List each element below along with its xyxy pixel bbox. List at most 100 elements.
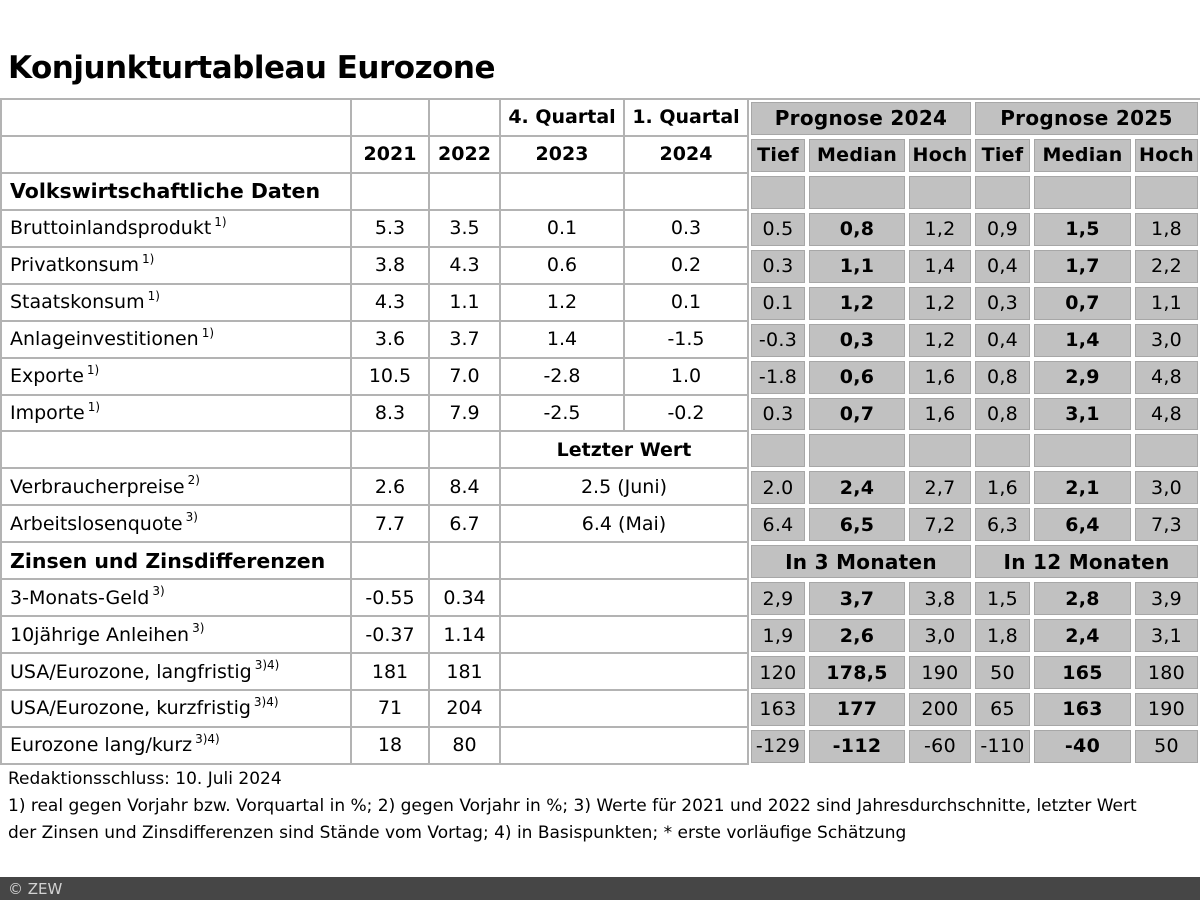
- corner-cell-2: [2, 136, 352, 174]
- cell-median-2024: 6,5: [809, 508, 905, 542]
- table-row: Privatkonsum 1) 3.8 4.3 0.6 0.2 0.3 1,1 1,4 0,4 1,…: [2, 247, 1200, 285]
- cell-hoch-2024: 2,7: [909, 471, 971, 505]
- footnote-line-1: 1) real gegen Vorjahr bzw. Vorquartal in…: [8, 796, 1137, 816]
- row-label: USA/Eurozone, kurzfristig 3)4): [2, 691, 352, 728]
- footnote-marker: 3)4): [254, 658, 280, 673]
- header-year-2021: 2021: [352, 136, 430, 174]
- cell-hoch-2025: 50: [1135, 729, 1198, 763]
- table-row: 10jährige Anleihen 3) -0.37 1.14 1,9 2,6 3,0 1,…: [2, 617, 1200, 655]
- cell-tief-2025: 50: [975, 656, 1030, 689]
- table-row: Eurozone lang/kurz 3)4) 18 80 -129 -112 -60 -11…: [2, 727, 1200, 765]
- footnote-marker: 1): [201, 325, 215, 340]
- cell-median-2024: 0,6: [809, 360, 905, 394]
- table-row: Staatskonsum 1) 4.3 1.1 1.2 0.1 0.1 1,2 1,2 0,3 0,…: [2, 284, 1200, 322]
- row-label: Anlageinvestitionen 1): [2, 321, 352, 359]
- cell-q4-2023: 0.1: [501, 210, 625, 248]
- cell-hoch-2024: [909, 175, 971, 209]
- cell-median-2024: 2,6: [809, 619, 905, 653]
- cell-tief-2025: 0,8: [975, 397, 1030, 431]
- cell-last-value: 2.5 (Juni): [501, 469, 749, 507]
- header-q4-quartal: 4. Quartal: [501, 100, 625, 137]
- cell-tief-2024: 0.5: [751, 212, 805, 246]
- cell-hoch-2024: [909, 434, 971, 468]
- table-footnotes: Redaktionsschluss: 10. Juli 2024 1) real…: [8, 766, 1137, 847]
- section-title: Volkswirtschaftliche Daten: [2, 173, 352, 211]
- header-tief-2024: Tief: [751, 138, 805, 172]
- cell-2022: 7.0: [430, 358, 501, 396]
- cell-tief-2024: 2,9: [751, 582, 805, 616]
- cell-2021: -0.37: [352, 617, 430, 655]
- cell-median-2024: 3,7: [809, 582, 905, 616]
- header-prognose-2025: Prognose 2025: [975, 102, 1198, 135]
- cell-2022: [430, 432, 501, 470]
- cell-tief-2024: [751, 175, 805, 209]
- cell-median-2024: 1,2: [809, 286, 905, 320]
- footnote-marker: 3)4): [195, 731, 220, 746]
- footnote-marker: 1): [142, 251, 155, 266]
- table-row: Exporte 1) 10.5 7.0 -2.8 1.0 -1.8 0,6 1,6 0,8 2,9 4…: [2, 358, 1200, 396]
- cell-hoch-2025: 4,8: [1135, 360, 1198, 394]
- header-q1-quartal: 1. Quartal: [625, 100, 749, 137]
- cell-2022: 204: [430, 691, 501, 728]
- table-row: 3-Monats-Geld 3) -0.55 0.34 2,9 3,7 3,8 1,5 2,8 3…: [2, 580, 1200, 618]
- cell-2021: 2.6: [352, 469, 430, 507]
- cell-median-2025: 1,5: [1034, 212, 1131, 246]
- footnote-line-2: der Zinsen und Zinsdifferenzen sind Stän…: [8, 823, 907, 843]
- cell-2021: 71: [352, 691, 430, 728]
- cell-hoch-2024: 1,6: [909, 397, 971, 431]
- cell-hoch-2025: 2,2: [1135, 249, 1198, 283]
- section-title: Zinsen und Zinsdifferenzen: [2, 543, 352, 581]
- row-label-text: Importe: [10, 401, 85, 424]
- cell-median-2025: 3,1: [1034, 397, 1131, 431]
- cell-tief-2024: 0.1: [751, 286, 805, 320]
- table-row: USA/Eurozone, langfristig 3)4) 181 181 120 17…: [2, 654, 1200, 691]
- cell-hoch-2024: -60: [909, 729, 971, 763]
- cell-median-2025: 1,7: [1034, 249, 1131, 283]
- cell-q1-2024: 0.1: [625, 284, 749, 322]
- header-empty-2021: [352, 100, 430, 137]
- cell-last-value: [501, 691, 749, 728]
- header-median-2024: Median: [809, 138, 905, 172]
- cell-tief-2025: [975, 175, 1030, 209]
- header-hoch-2025: Hoch: [1135, 138, 1198, 172]
- cell-tief-2025: -110: [975, 729, 1030, 763]
- cell-tief-2025: 65: [975, 693, 1030, 726]
- cell-2022: 3.5: [430, 210, 501, 248]
- cell-tief-2025: 0,3: [975, 286, 1030, 320]
- cell-median-2024: 177: [809, 693, 905, 726]
- row-label: 10jährige Anleihen 3): [2, 617, 352, 655]
- cell-2022: 80: [430, 727, 501, 765]
- cell-hoch-2024: 200: [909, 693, 971, 726]
- cell-2021: 8.3: [352, 395, 430, 433]
- cell-2022: 3.7: [430, 321, 501, 359]
- cell-median-2025: [1034, 175, 1131, 209]
- cell-tief-2025: [975, 434, 1030, 468]
- horizon-3m-header: In 3 Monaten: [751, 545, 971, 579]
- page-title: Konjunkturtableau Eurozone: [8, 50, 496, 86]
- cell-hoch-2025: 180: [1135, 656, 1198, 689]
- cell-tief-2025: 0,4: [975, 249, 1030, 283]
- footnote-marker: 3): [185, 510, 198, 525]
- copyright-label: © ZEW: [8, 879, 63, 898]
- header-row-years: 2021 2022 2023 2024 Tief Median Hoch Tie…: [2, 136, 1200, 174]
- cell-hoch-2025: 3,0: [1135, 471, 1198, 505]
- corner-cell: [2, 100, 352, 137]
- cell-tief-2024: 1,9: [751, 619, 805, 653]
- cell-2021: 18: [352, 727, 430, 765]
- cell-median-2024: 0,7: [809, 397, 905, 431]
- row-label: Exporte 1): [2, 358, 352, 396]
- row-label-text: USA/Eurozone, kurzfristig: [10, 697, 251, 720]
- cell-median-2024: 2,4: [809, 471, 905, 505]
- cell-hoch-2024: 1,4: [909, 249, 971, 283]
- cell-median-2025: 2,4: [1034, 619, 1131, 653]
- header-tief-2025: Tief: [975, 138, 1030, 172]
- cell-2021: 5.3: [352, 210, 430, 248]
- cell-hoch-2025: 7,3: [1135, 508, 1198, 542]
- cell-2021: [352, 543, 430, 581]
- cell-median-2025: 2,1: [1034, 471, 1131, 505]
- cell-tief-2024: [751, 434, 805, 468]
- row-label-text: Verbraucherpreise: [10, 475, 185, 498]
- cell-median-2024: 178,5: [809, 656, 905, 689]
- cell-tief-2025: 6,3: [975, 508, 1030, 542]
- row-label: Importe 1): [2, 395, 352, 433]
